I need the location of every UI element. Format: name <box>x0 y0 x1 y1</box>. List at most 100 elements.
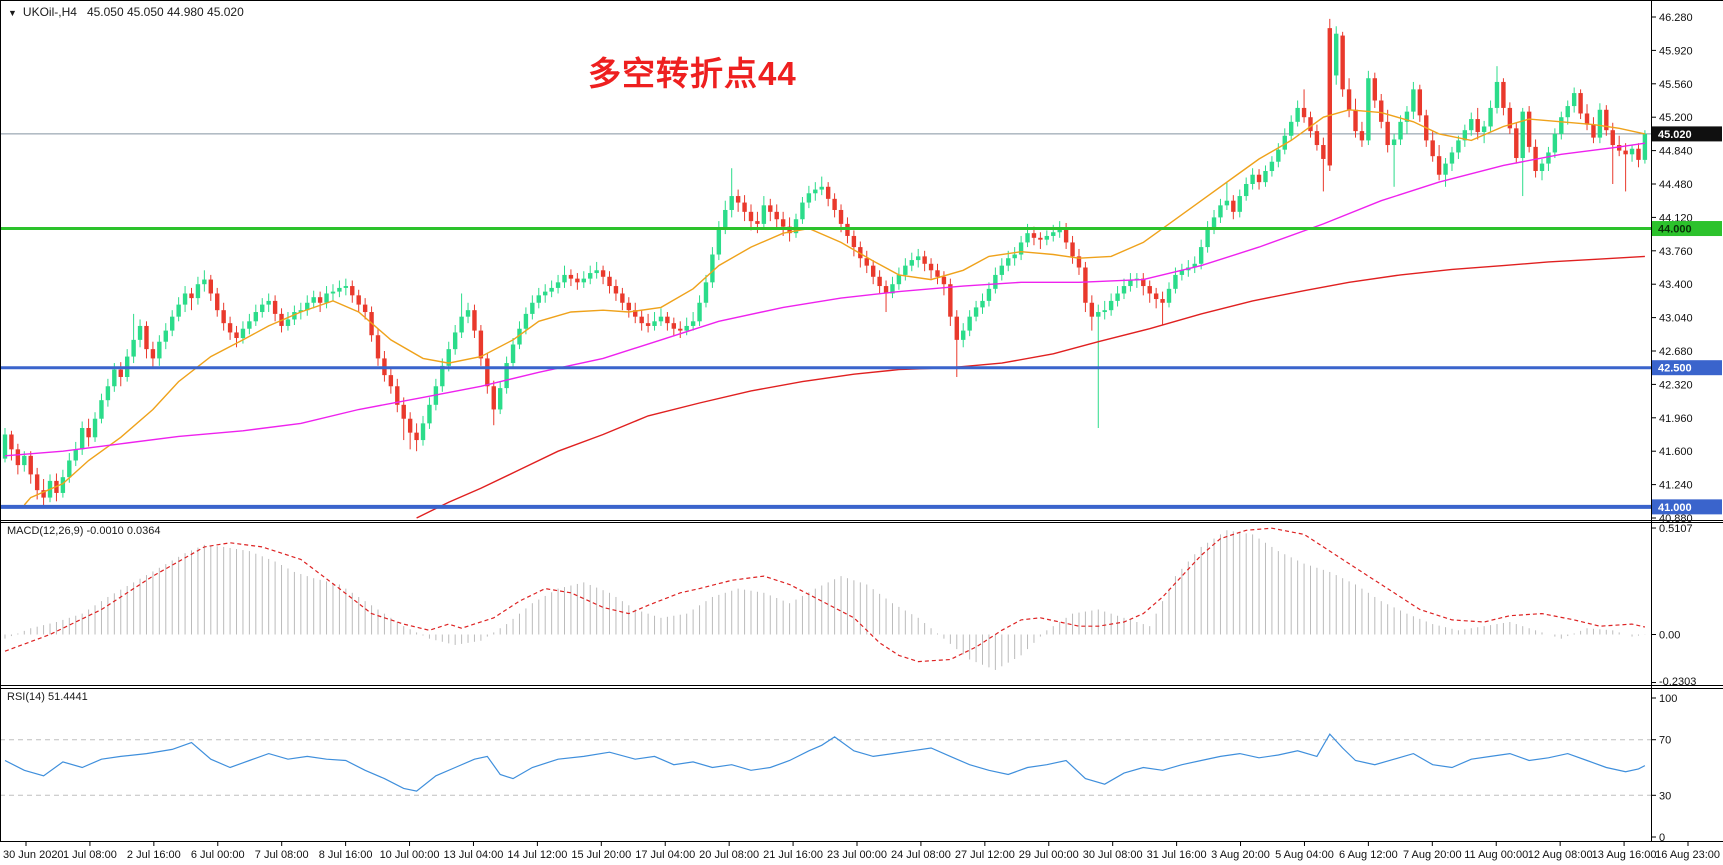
price-tick-label: 41.960 <box>1659 413 1693 425</box>
candle-body <box>298 310 304 313</box>
candle-body <box>1327 28 1332 166</box>
candle-body <box>1443 163 1448 175</box>
time-axis-label: 12 Aug 08:00 <box>1528 849 1593 861</box>
price-tag-45.020: 45.020 <box>1652 126 1722 142</box>
candle-body <box>986 288 992 301</box>
candle-body <box>1025 233 1030 243</box>
candle-body <box>1179 270 1185 275</box>
candle-body <box>1481 126 1487 133</box>
candle-body <box>60 477 66 493</box>
candle-body <box>407 418 413 433</box>
candle-body <box>620 293 625 303</box>
candle-body <box>15 449 21 466</box>
candle-body <box>555 282 561 288</box>
candle-body <box>395 386 400 405</box>
price-tick-label: 40.880 <box>1659 513 1693 525</box>
price-tag-box <box>1652 499 1722 515</box>
candle-body <box>1449 152 1455 164</box>
candle-body <box>980 300 985 308</box>
candle-body <box>1096 312 1101 317</box>
candle-body <box>523 313 529 329</box>
candle-body <box>568 274 574 279</box>
candle-body <box>1289 121 1294 136</box>
candle-body <box>916 256 921 261</box>
time-axis: 30 Jun 2020 1 Jul 08:00 2 Jul 16:00 6 Jul 0… <box>3 841 1720 861</box>
candle-body <box>388 375 394 387</box>
macd-indicator-label: MACD(12,26,9) -0.0010 0.0364 <box>7 525 161 537</box>
rsi-value: 51.4441 <box>47 691 88 703</box>
candle-body <box>1018 242 1024 255</box>
candle-body <box>1636 148 1641 160</box>
price-tag-label: 41.000 <box>1658 502 1692 514</box>
candle-body <box>1353 109 1358 132</box>
candle-body <box>73 449 78 461</box>
candle-body <box>1456 140 1461 153</box>
price-tick-label: 45.200 <box>1659 112 1693 124</box>
time-axis-label: 23 Jul 00:00 <box>827 849 887 861</box>
candle-body <box>401 404 406 419</box>
candle-body <box>1346 89 1352 110</box>
candle-body <box>446 349 451 366</box>
price-tag-box <box>1652 221 1722 237</box>
candle-body <box>961 330 966 340</box>
candle-body <box>1372 78 1378 101</box>
time-axis-label: 7 Jul 08:00 <box>255 849 309 861</box>
candle-body <box>1314 131 1320 146</box>
macd-panel <box>4 527 1646 670</box>
ma-slow-line <box>416 255 1645 519</box>
symbol-dropdown-icon[interactable]: ▼ <box>8 8 17 18</box>
candle-body <box>1038 237 1043 240</box>
candle-body <box>768 205 773 212</box>
candle-body <box>176 304 181 317</box>
candle-body <box>896 274 902 285</box>
annotation-text: 多空转折点44 <box>588 55 797 92</box>
time-axis-label: 6 Aug 12:00 <box>1339 849 1398 861</box>
candle-body <box>1334 33 1339 76</box>
price-tick-label: 45.920 <box>1659 45 1693 57</box>
candle-body <box>266 300 271 305</box>
candle-body <box>735 196 741 203</box>
candle-body <box>330 291 336 294</box>
candle-body <box>793 219 799 234</box>
candle-body <box>755 221 760 224</box>
candle-body <box>1578 93 1583 114</box>
candle-body <box>356 295 361 305</box>
panel-borders <box>0 0 1723 842</box>
candle-body <box>1391 139 1397 146</box>
price-tag-41.000: 41.000 <box>1652 499 1722 515</box>
candle-body <box>1166 288 1172 303</box>
candle-body <box>909 260 914 266</box>
candle-body <box>1546 152 1551 164</box>
candle-body <box>1282 135 1287 150</box>
candle-body <box>1231 200 1236 212</box>
candle-body <box>452 332 458 350</box>
candle-body <box>973 307 979 317</box>
time-axis-label: 31 Jul 16:00 <box>1147 849 1207 861</box>
price-tick-label: 43.760 <box>1659 246 1693 258</box>
candle-body <box>182 293 188 305</box>
time-axis-label: 15 Jul 20:00 <box>571 849 631 861</box>
candle-body <box>22 455 27 466</box>
candle-body <box>697 302 702 322</box>
candle-body <box>227 323 233 333</box>
candle-body <box>1243 184 1249 197</box>
candle-body <box>877 276 882 287</box>
price-tick-label: 42.680 <box>1659 346 1693 358</box>
rsi-name: RSI(14) <box>7 691 45 703</box>
candle-body <box>144 325 149 350</box>
candle-body <box>1076 256 1082 268</box>
candle-body <box>613 286 619 294</box>
candle-body <box>272 300 278 314</box>
rsi-line <box>4 733 1646 792</box>
price-axis: 46.28045.92045.56045.20044.84044.48044.1… <box>1651 12 1722 844</box>
candle-body <box>285 319 291 326</box>
macd-values: -0.0010 0.0364 <box>86 525 161 537</box>
candle-body <box>870 265 876 277</box>
chart-title: ▼ UKOil-,H4 45.050 45.050 44.980 45.020 <box>8 5 244 19</box>
macd-axis-label: -0.2303 <box>1659 676 1696 688</box>
candle-body <box>86 428 91 438</box>
time-axis-label: 2 Jul 16:00 <box>127 849 181 861</box>
candle-body <box>504 363 509 389</box>
time-axis-label: 13 Jul 04:00 <box>443 849 503 861</box>
